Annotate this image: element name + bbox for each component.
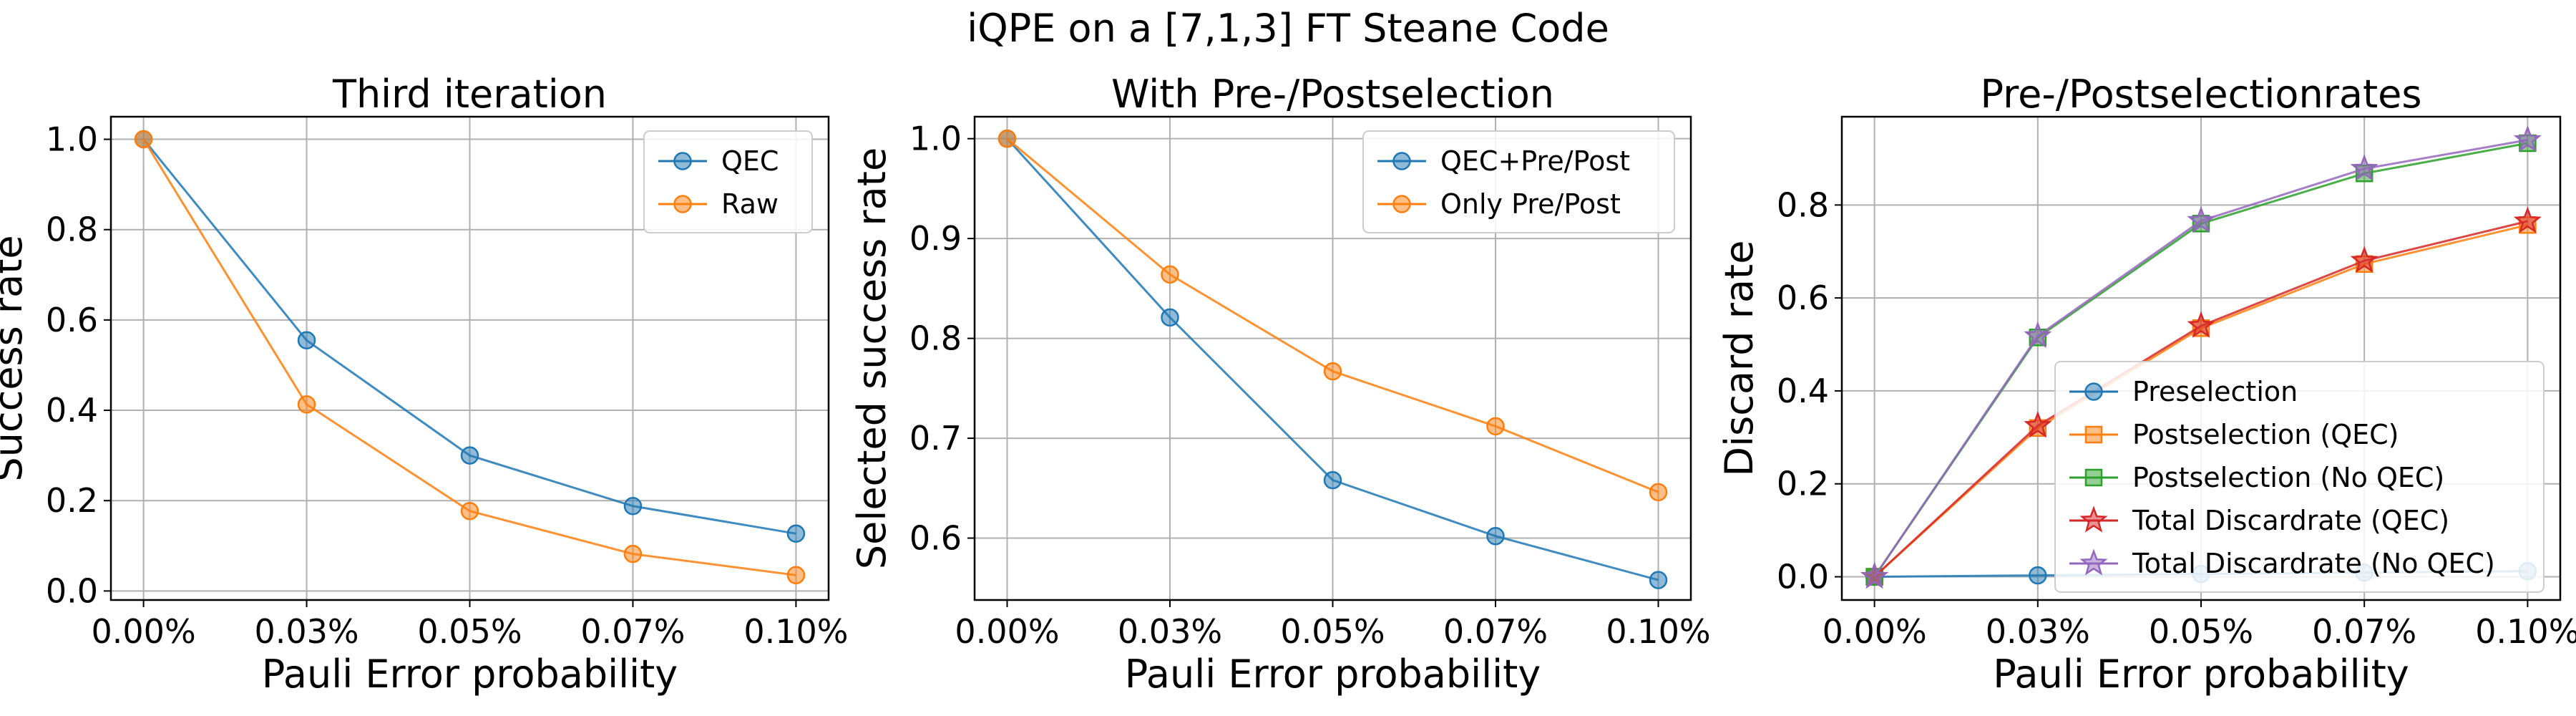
data-point-s4-5 xyxy=(2513,206,2542,233)
legend-marker-5 xyxy=(2079,548,2108,576)
y-axis-label: Discard rate xyxy=(1717,241,1762,477)
legend-label-5: Total Discardrate (No QEC) xyxy=(2132,548,2495,579)
legend: Preselection Postselection (QEC) Postselec… xyxy=(2054,361,2545,593)
data-point-s1-4 xyxy=(1486,526,1505,546)
y-tick-label-5: 0.8 xyxy=(46,211,98,249)
x-tick-label-4: 0.07% xyxy=(580,612,685,651)
y-tick-label-6: 1.0 xyxy=(46,120,98,159)
data-point-s1-2 xyxy=(2029,566,2047,585)
figure-suptitle: iQPE on a [7,1,3] FT Steane Code xyxy=(967,6,1609,51)
legend-box xyxy=(2054,361,2545,593)
data-point-s1-3 xyxy=(460,446,479,465)
legend-marker-1 xyxy=(1392,152,1411,170)
legend-marker-3 xyxy=(2084,468,2103,487)
data-point-s2-4 xyxy=(1486,417,1505,436)
data-point-s5-3 xyxy=(2187,205,2215,233)
data-point-s5-4 xyxy=(2350,154,2379,181)
data-point-s1-4 xyxy=(623,497,643,516)
y-tick-label-1: 0.6 xyxy=(909,519,962,558)
legend-box xyxy=(1362,130,1675,233)
data-point-s1-5 xyxy=(1649,571,1668,589)
x-tick-label-4: 0.07% xyxy=(2312,612,2416,651)
y-tick-label-1: 0.0 xyxy=(1777,558,1829,596)
legend-label-2: Postselection (QEC) xyxy=(2132,419,2399,450)
x-axis-label: Pauli Error probability xyxy=(1125,652,1541,697)
data-point-s2-4 xyxy=(623,544,643,563)
legend-marker-1 xyxy=(673,152,692,170)
legend: QEC Raw xyxy=(643,130,813,233)
y-tick-label-4: 0.9 xyxy=(909,219,962,258)
data-point-s5-2 xyxy=(2024,321,2052,348)
x-tick-label-2: 0.03% xyxy=(1118,612,1222,651)
legend-marker-2 xyxy=(673,195,692,213)
y-tick-label-2: 0.2 xyxy=(1777,465,1829,503)
data-point-s2-3 xyxy=(460,501,479,521)
chart-panel-1: 0.00% 0.03% 0.05% 0.07% 0.10% 0.0 0.2 0.4 0.6 0.8… xyxy=(0,72,848,697)
legend-label-2: Only Pre/Post xyxy=(1440,188,1621,220)
legend-marker-2 xyxy=(2084,425,2103,444)
legend-label-1: QEC xyxy=(721,145,779,177)
x-tick-label-3: 0.05% xyxy=(417,612,522,651)
legend-marker-2 xyxy=(1392,195,1411,213)
x-tick-label-4: 0.07% xyxy=(1443,612,1548,651)
x-tick-label-1: 0.00% xyxy=(955,612,1059,651)
data-point-s4-2 xyxy=(2024,411,2052,438)
data-point-s1-2 xyxy=(1161,308,1179,327)
y-tick-label-3: 0.4 xyxy=(1777,372,1829,410)
data-point-s4-4 xyxy=(2350,246,2379,273)
x-tick-label-1: 0.00% xyxy=(1823,612,1927,651)
legend-label-1: Preselection xyxy=(2132,376,2298,407)
legend-marker-4 xyxy=(2079,505,2108,533)
legend-label-4: Total Discardrate (QEC) xyxy=(2132,505,2449,536)
panel-title: Pre-/Postselectionrates xyxy=(1980,72,2421,117)
y-tick-label-2: 0.7 xyxy=(909,419,962,458)
y-tick-label-2: 0.2 xyxy=(46,481,98,520)
x-tick-label-5: 0.10% xyxy=(1606,612,1710,651)
x-axis-label: Pauli Error probability xyxy=(262,652,678,697)
y-tick-label-5: 1.0 xyxy=(909,120,962,158)
x-tick-label-3: 0.05% xyxy=(2149,612,2253,651)
data-point-s2-5 xyxy=(1649,483,1668,502)
data-point-s1-3 xyxy=(1323,470,1342,490)
y-axis-label: Selected success rate xyxy=(849,147,894,569)
y-tick-label-5: 0.8 xyxy=(1777,185,1829,224)
x-tick-label-5: 0.10% xyxy=(743,612,848,651)
x-axis-label: Pauli Error probability xyxy=(1993,652,2409,697)
y-tick-label-3: 0.4 xyxy=(46,391,98,430)
chart-panels: 0.00% 0.03% 0.05% 0.07% 0.10% 0.0 0.2 0.4 0.6 0.8… xyxy=(0,72,2576,697)
data-point-s2-1 xyxy=(997,129,1017,148)
data-point-s2-2 xyxy=(297,395,316,414)
panel-title: Third iteration xyxy=(332,72,607,117)
legend: QEC+Pre/Post Only Pre/Post xyxy=(1362,130,1675,233)
data-point-s2-2 xyxy=(1161,265,1179,284)
data-point-s1-2 xyxy=(297,331,316,350)
x-tick-label-3: 0.05% xyxy=(1280,612,1385,651)
legend-label-1: QEC+Pre/Post xyxy=(1440,145,1630,177)
chart-panel-3: 0.00% 0.03% 0.05% 0.07% 0.10% 0.0 0.2 0.4 0.6 0.8… xyxy=(1717,72,2576,697)
legend-label-2: Raw xyxy=(721,188,779,220)
data-point-s2-3 xyxy=(1323,362,1342,381)
panel-title: With Pre-/Postselection xyxy=(1111,72,1554,117)
y-axis-label: Success rate xyxy=(0,235,31,481)
data-point-s2-1 xyxy=(134,130,153,149)
data-point-s1-5 xyxy=(786,524,806,543)
y-tick-label-3: 0.8 xyxy=(909,319,962,358)
y-tick-label-1: 0.0 xyxy=(46,571,98,610)
legend-marker-1 xyxy=(2084,382,2103,401)
x-tick-label-5: 0.10% xyxy=(2475,612,2576,651)
x-tick-label-1: 0.00% xyxy=(92,612,196,651)
data-point-s5-1 xyxy=(1860,561,1889,589)
data-point-s2-5 xyxy=(786,566,806,585)
x-tick-label-2: 0.03% xyxy=(1986,612,2090,651)
y-tick-label-4: 0.6 xyxy=(46,301,98,339)
data-point-s5-5 xyxy=(2513,125,2542,153)
chart-panel-2: 0.00% 0.03% 0.05% 0.07% 0.10% 0.6 0.7 0.8 0.9 1.0… xyxy=(849,72,1711,697)
data-point-s4-3 xyxy=(2187,311,2215,338)
y-tick-label-4: 0.6 xyxy=(1777,279,1829,317)
legend-label-3: Postselection (No QEC) xyxy=(2132,462,2444,493)
x-tick-label-2: 0.03% xyxy=(254,612,358,651)
